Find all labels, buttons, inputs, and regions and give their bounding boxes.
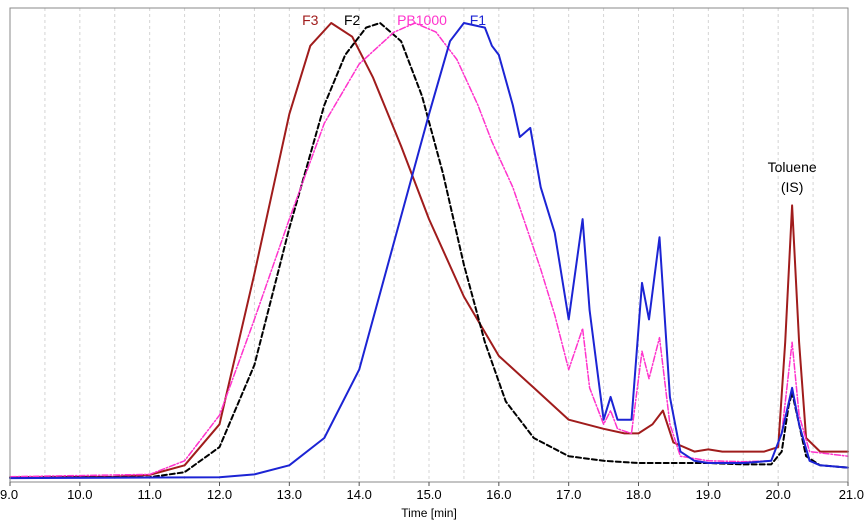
x-tick-label: 21.0 — [839, 487, 864, 502]
series-line-pb1000 — [9, 22, 849, 478]
annotation-toluene: Toluene — [768, 159, 817, 175]
vertical-grid — [44, 8, 814, 482]
x-tick-label: 11.0 — [137, 487, 161, 502]
series-label-pb1000: PB1000 — [397, 12, 447, 28]
x-tick-label: 9.0 — [0, 487, 18, 502]
x-axis-ticks: 9.0 10.0 11.0 12.0 13.0 14.0 15.0 16.0 17.0 18.0 1… — [0, 482, 864, 502]
series-label-f1: F1 — [470, 12, 487, 28]
series-label-f3: F3 — [302, 12, 319, 28]
x-tick-label: 20.0 — [766, 487, 791, 502]
x-tick-label: 18.0 — [626, 487, 651, 502]
x-tick-label: 13.0 — [277, 487, 302, 502]
series-label-f2: F2 — [344, 12, 361, 28]
x-tick-label: 17.0 — [556, 487, 581, 502]
series-lines — [9, 22, 849, 480]
x-axis-title: Time [min] — [401, 506, 457, 520]
x-tick-label: 16.0 — [486, 487, 511, 502]
annotation-internal-standard: (IS) — [781, 179, 804, 195]
x-tick-label: 15.0 — [416, 487, 441, 502]
series-labels: F3 F2 PB1000 F1 — [302, 12, 486, 28]
series-line-f3 — [9, 22, 849, 479]
x-tick-label: 19.0 — [696, 487, 721, 502]
x-tick-label: 14.0 — [347, 487, 372, 502]
x-tick-label: 10.0 — [67, 487, 92, 502]
x-tick-label: 12.0 — [207, 487, 232, 502]
series-line-f1 — [9, 22, 849, 480]
